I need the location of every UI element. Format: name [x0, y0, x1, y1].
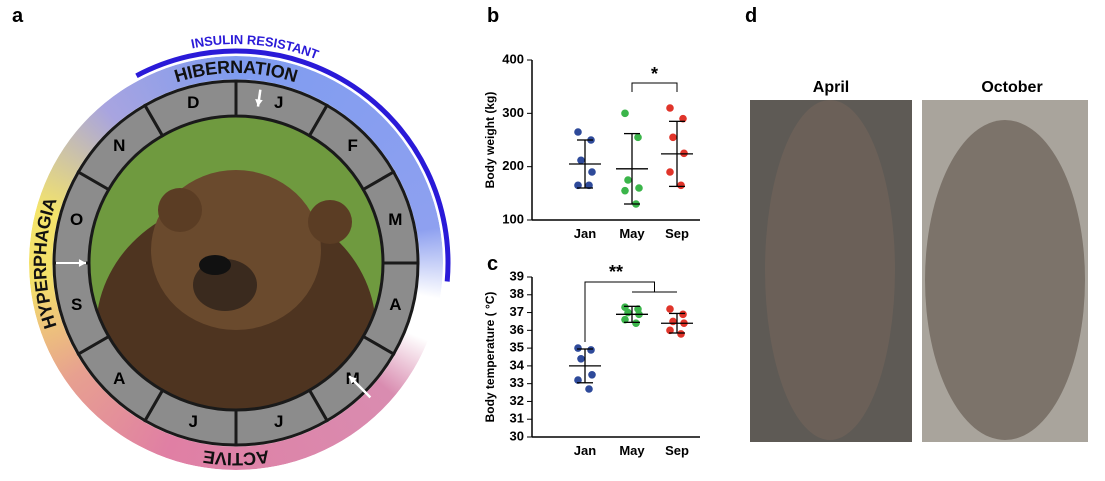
y-tick-label: 35	[510, 340, 524, 355]
sig-label: **	[609, 262, 623, 282]
month-sector	[142, 79, 238, 138]
sig-bracket	[631, 82, 678, 92]
y-tick-label: 38	[510, 286, 524, 301]
phase-label: ACTIVE	[202, 447, 271, 470]
point	[588, 168, 596, 176]
month-label: S	[71, 295, 82, 314]
month-label: N	[113, 136, 125, 155]
x-tick-label: May	[619, 226, 645, 241]
point	[635, 184, 643, 192]
sig-label: *	[651, 64, 658, 84]
point	[666, 305, 674, 313]
y-tick-label: 400	[502, 51, 524, 66]
phase-label: ACTIVE	[202, 447, 271, 470]
month-label: M	[388, 210, 402, 229]
panel-label: b	[487, 5, 499, 27]
month-label: A	[389, 295, 401, 314]
month-label: J	[274, 412, 283, 431]
month-label: D	[187, 93, 199, 112]
x-tick-label: Sep	[665, 226, 689, 241]
point	[588, 370, 596, 379]
y-tick-label: 200	[502, 158, 524, 173]
y-tick-label: 34	[510, 357, 525, 372]
month-label: J	[189, 412, 198, 431]
point	[577, 156, 585, 165]
month-label: J	[274, 93, 283, 112]
point	[585, 181, 593, 190]
point	[577, 354, 585, 363]
x-tick-label: Jan	[574, 226, 596, 241]
point	[677, 330, 685, 338]
bear-photo	[89, 116, 383, 410]
y-tick-label: 300	[502, 105, 524, 120]
point	[624, 176, 632, 184]
point	[666, 104, 674, 112]
photo-label: April	[813, 79, 849, 96]
panel-label: a	[12, 5, 24, 27]
y-tick-label: 33	[510, 375, 524, 390]
arrow-head	[349, 376, 357, 384]
month-label: O	[70, 210, 83, 229]
y-tick-label: 30	[510, 428, 524, 443]
y-tick-label: 31	[510, 411, 524, 426]
point	[669, 317, 677, 326]
arrow-head	[78, 259, 86, 267]
point	[669, 133, 677, 142]
point	[574, 344, 582, 352]
point	[679, 114, 687, 123]
point	[634, 133, 642, 142]
point	[621, 109, 629, 118]
y-tick-label: 37	[510, 304, 524, 319]
month-label: A	[113, 369, 125, 388]
point	[574, 181, 582, 190]
month-label: F	[347, 136, 357, 155]
photos	[750, 100, 1088, 442]
panel-label: d	[745, 5, 757, 27]
photo-label: October	[981, 79, 1042, 96]
panel-label: c	[487, 253, 498, 275]
point	[574, 128, 582, 136]
y-tick-label: 36	[510, 322, 524, 337]
insulin-arc	[135, 48, 451, 282]
y-axis-label: Body weight (kg)	[483, 92, 497, 189]
y-tick-label: 39	[510, 268, 524, 283]
point	[574, 376, 582, 384]
y-axis-label: Body temperature ( °C)	[483, 292, 497, 423]
point	[587, 346, 595, 354]
point	[624, 308, 632, 317]
point	[666, 168, 674, 176]
sig-bracket	[584, 281, 655, 342]
point	[677, 181, 685, 190]
arrow-head	[255, 99, 263, 107]
point	[666, 326, 674, 335]
x-tick-label: Jan	[574, 443, 596, 458]
point	[679, 310, 687, 319]
point	[585, 385, 593, 393]
y-tick-label: 32	[510, 393, 524, 408]
point	[621, 315, 629, 324]
y-tick-label: 100	[502, 211, 524, 226]
x-tick-label: May	[619, 443, 645, 458]
x-tick-label: Sep	[665, 443, 689, 458]
point	[621, 186, 629, 195]
point	[632, 319, 640, 328]
